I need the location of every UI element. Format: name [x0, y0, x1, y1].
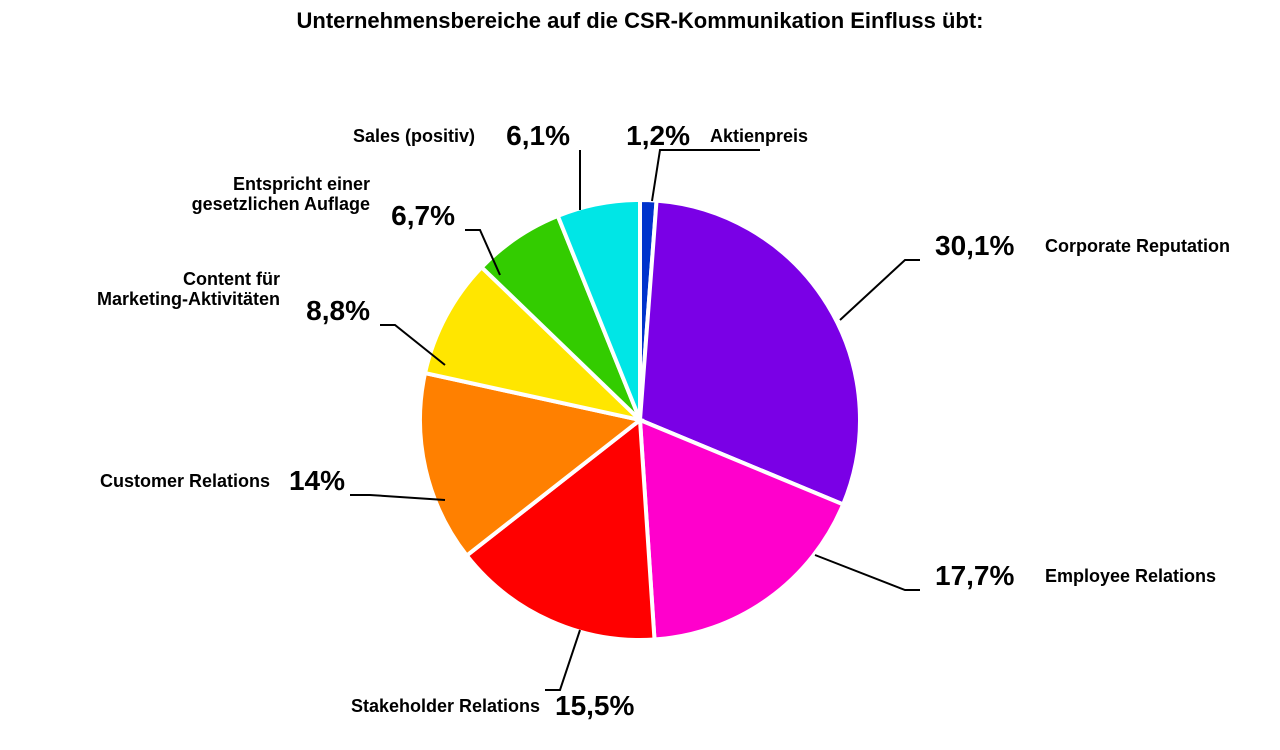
slice-label: Entspricht einergesetzlichen Auflage [192, 174, 370, 214]
pie-chart: 1,2% Aktienpreis 30,1% Corporate Reputation… [0, 0, 1280, 750]
slice-percentage: 6,7% [391, 200, 455, 231]
leader-line [840, 260, 920, 320]
slice-label: Aktienpreis [710, 126, 808, 146]
slice-label: Corporate Reputation [1045, 236, 1230, 256]
slice-percentage: 30,1% [935, 230, 1014, 261]
leader-line [350, 495, 445, 500]
slice-label: Stakeholder Relations [351, 696, 540, 716]
leader-line [815, 555, 920, 590]
leader-line [652, 150, 760, 201]
slice-percentage: 17,7% [935, 560, 1014, 591]
slice-label: Customer Relations [100, 471, 270, 491]
slice-percentage: 14% [289, 465, 345, 496]
slice-label: Content fürMarketing-Aktivitäten [97, 269, 280, 309]
pie-slices [420, 200, 860, 640]
slice-label: Employee Relations [1045, 566, 1216, 586]
slice-percentage: 6,1% [506, 120, 570, 151]
slice-percentage: 15,5% [555, 690, 634, 721]
leader-line [545, 630, 580, 690]
slice-percentage: 1,2% [626, 120, 690, 151]
slice-label: Sales (positiv) [353, 126, 475, 146]
slice-percentage: 8,8% [306, 295, 370, 326]
